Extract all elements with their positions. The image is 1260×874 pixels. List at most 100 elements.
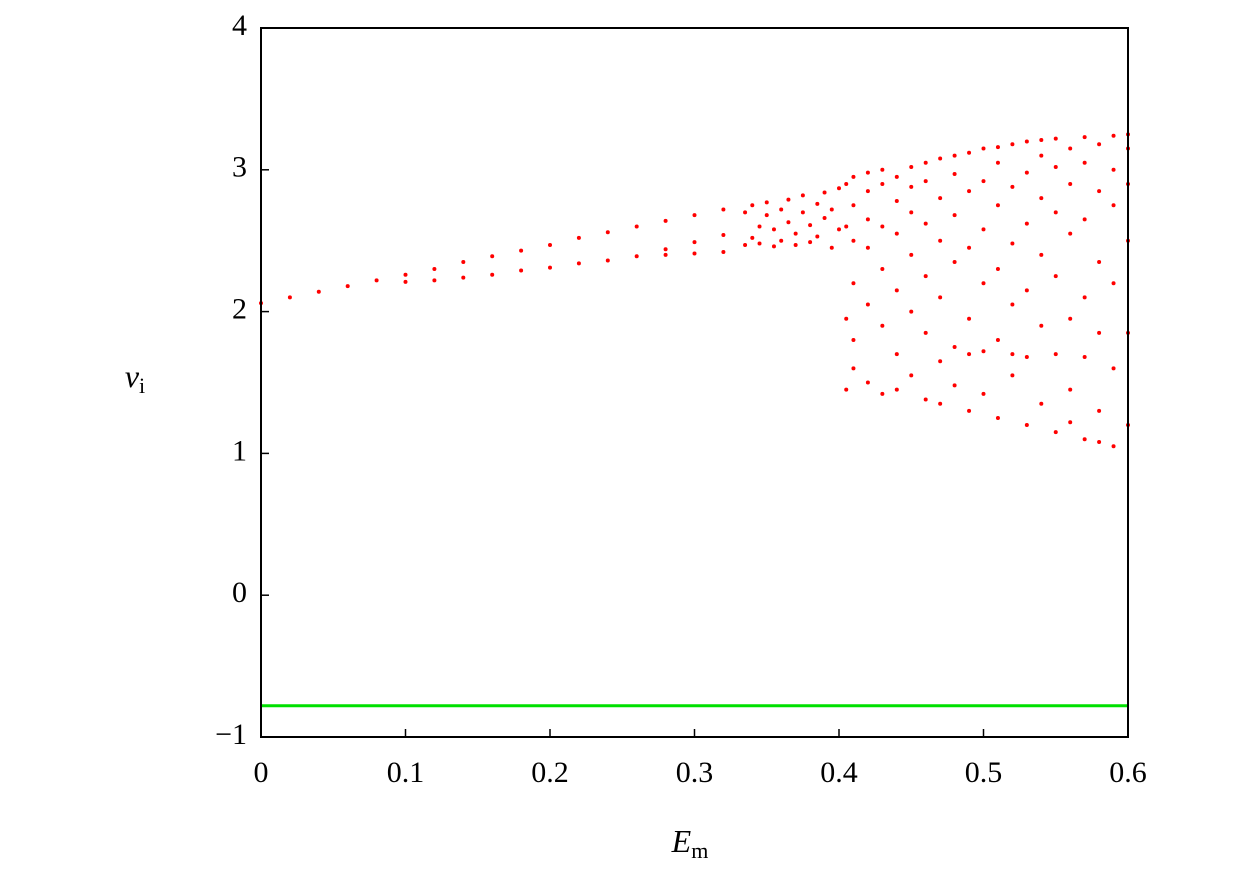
data-point [1068,387,1073,392]
y-tick-label: 4 [232,9,247,42]
y-tick-label: 1 [232,434,247,467]
data-point [909,252,914,257]
data-point [851,281,856,286]
data-point [634,224,639,229]
data-point [938,156,943,161]
data-point [995,337,1000,342]
data-point [461,259,466,264]
x-tick-label: 0.1 [387,756,425,789]
data-point [909,184,914,189]
data-point [576,261,581,266]
data-point [938,238,943,243]
x-tick-label: 0 [254,756,269,789]
data-point [844,224,849,229]
data-point [548,265,552,270]
data-point [923,274,928,279]
data-point [490,272,495,277]
data-point [967,408,972,413]
y-tick-label: 2 [232,292,247,325]
data-point [750,235,755,240]
data-point [1039,196,1044,201]
data-point [692,213,697,218]
data-point [1068,316,1073,321]
data-point [519,248,524,253]
data-point [967,189,972,194]
data-point [865,189,870,194]
data-point [663,247,668,252]
data-point [952,345,957,350]
data-point [844,181,849,186]
data-point [800,210,805,215]
data-point [822,216,827,221]
data-point [865,380,870,385]
x-tick-label: 0.3 [676,756,714,789]
data-point [851,337,856,342]
data-point [1068,420,1073,425]
data-point [605,258,610,263]
data-point [923,221,928,226]
data-point [1068,231,1073,236]
data-point [757,241,762,246]
y-axis-label-main: v [125,358,140,394]
data-point [851,203,856,208]
y-tick-label: −1 [215,718,247,751]
data-point [880,224,885,229]
data-point [1068,181,1073,186]
data-point [1039,138,1044,143]
data-point [1082,295,1087,300]
data-point [403,279,408,284]
data-point [800,193,805,198]
data-point [938,196,943,201]
data-point [1010,302,1015,307]
data-point [894,352,899,357]
data-point [1010,373,1015,378]
data-point [1053,164,1058,169]
data-point [1010,142,1015,147]
data-point [952,383,957,388]
x-tick-label: 0.6 [1109,756,1147,789]
data-point [981,227,986,232]
data-point [822,190,827,195]
data-point [923,330,928,335]
data-point [1097,440,1102,445]
data-point [995,415,1000,420]
data-point [1082,160,1087,165]
data-point [865,170,870,175]
data-point [432,267,437,272]
data-point [1097,189,1102,194]
data-point [1024,221,1029,226]
data-point [829,245,834,250]
data-point [1111,366,1116,371]
data-point [287,295,292,300]
data-point [844,387,849,392]
data-point [1097,259,1102,264]
data-point [837,227,841,232]
data-point [1082,135,1087,140]
data-point [432,278,437,283]
data-point [1053,352,1058,357]
data-point [605,230,610,235]
data-point [837,186,841,191]
data-point [967,352,972,357]
data-point [865,245,870,250]
data-point [909,210,914,215]
data-point [1053,210,1058,215]
data-point [995,203,1000,208]
data-point [865,302,870,307]
data-point [1111,444,1116,449]
data-point [894,288,899,293]
data-point [808,240,813,245]
data-point [923,179,928,184]
x-tick-label: 0.5 [965,756,1003,789]
data-point [764,213,769,218]
data-point [880,391,885,396]
data-point [851,366,856,371]
data-point [1024,288,1029,293]
data-point [952,213,957,218]
data-point [750,203,755,208]
data-point [1097,408,1102,413]
x-tick-label: 0.4 [820,756,858,789]
data-point [829,207,834,212]
data-point [1082,354,1087,359]
